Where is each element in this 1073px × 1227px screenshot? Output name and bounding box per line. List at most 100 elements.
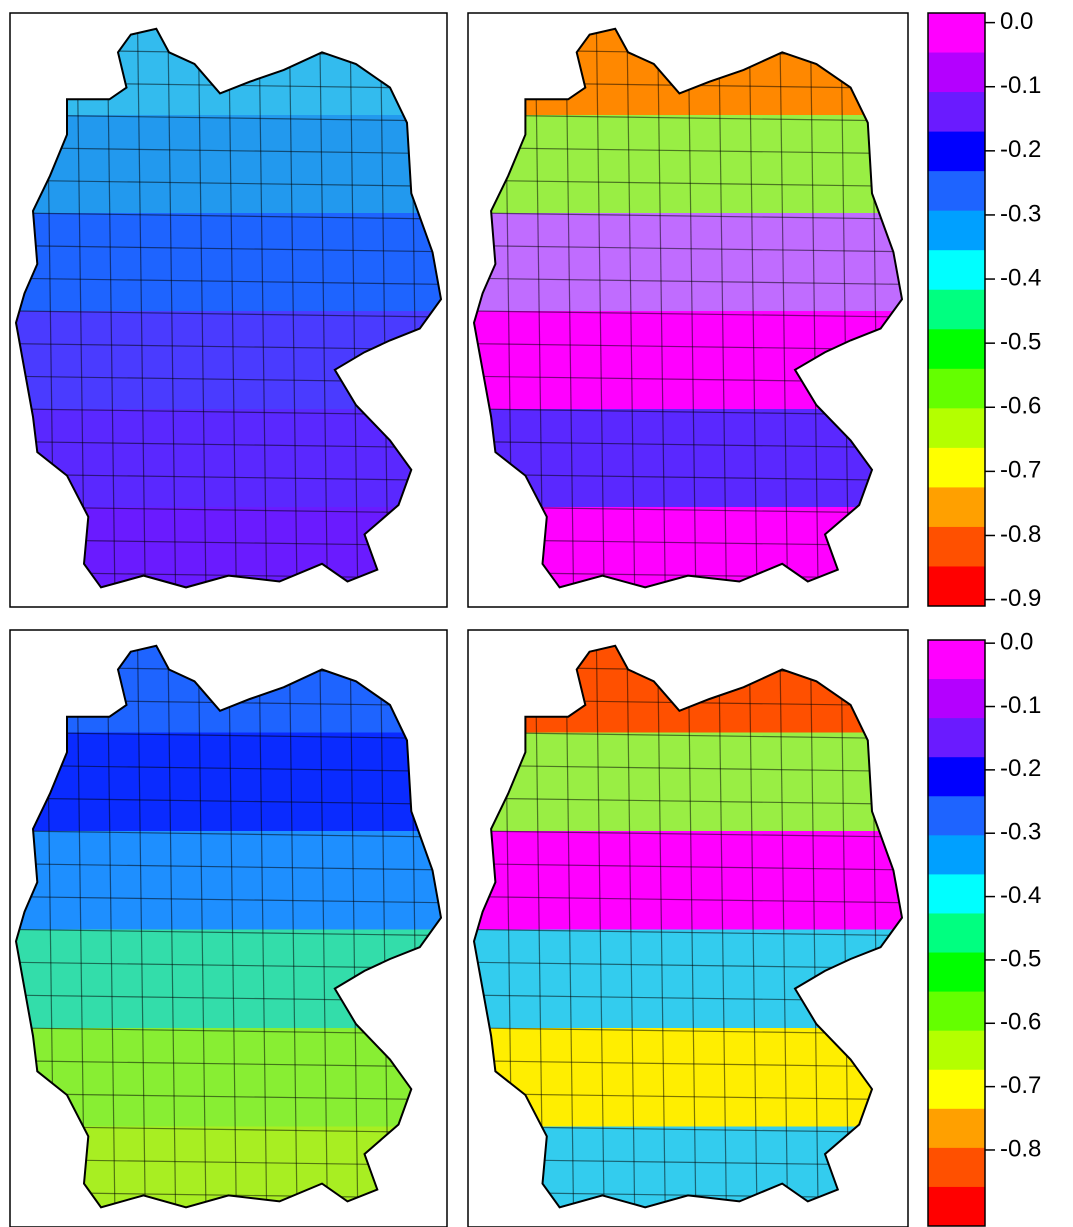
region-band — [474, 831, 902, 931]
colorbar-swatch — [928, 408, 985, 449]
country-outline — [14, 644, 443, 1209]
district-line — [106, 28, 116, 588]
region-band — [474, 507, 902, 588]
colorbar-swatch — [928, 874, 985, 914]
region-band — [16, 213, 441, 312]
district-line — [687, 645, 697, 1208]
district-line — [748, 645, 758, 1208]
district-line — [840, 28, 850, 588]
colorbar-swatch — [928, 329, 985, 370]
colorbar-swatch — [928, 835, 985, 875]
district-line — [840, 645, 850, 1208]
district-line — [687, 28, 697, 588]
district-line — [474, 245, 902, 253]
map — [16, 28, 441, 588]
district-line — [626, 645, 636, 1208]
tick-label: -0.7 — [1000, 457, 1041, 484]
district-line — [16, 506, 441, 514]
region-band — [474, 1028, 902, 1128]
colorbar-swatch — [928, 131, 985, 172]
country-outline — [472, 644, 904, 1209]
district-line — [474, 1093, 902, 1101]
district-line — [136, 28, 147, 588]
colorbar-swatch — [928, 13, 985, 54]
district-line — [16, 49, 441, 57]
tick-label: -0.1 — [1000, 692, 1041, 719]
colorbar-swatch — [928, 718, 985, 758]
district-line — [16, 1060, 441, 1068]
district-line — [474, 928, 902, 937]
district-line — [106, 645, 116, 1208]
district-line — [809, 645, 819, 1208]
district-line — [16, 310, 441, 318]
panel-frame — [467, 12, 909, 608]
district-line — [16, 147, 441, 155]
colorbar-swatch — [928, 1108, 985, 1149]
district-line — [16, 1093, 441, 1101]
district-line — [809, 28, 819, 588]
colorbar-swatch — [928, 368, 985, 409]
district-line — [16, 114, 441, 122]
tick-label: -0.7 — [1000, 1072, 1041, 1099]
district-line — [595, 28, 605, 588]
district-line — [258, 645, 268, 1208]
district-line — [474, 666, 902, 674]
colorbar-swatch — [928, 913, 985, 954]
district-line — [474, 310, 902, 318]
colorbar-swatch — [928, 1030, 985, 1071]
district-line — [167, 645, 177, 1208]
tick-label: -0.3 — [1000, 200, 1041, 227]
colorbar-swatch — [928, 92, 985, 133]
district-line — [227, 645, 238, 1208]
district-line — [474, 212, 902, 220]
district-line — [474, 797, 902, 805]
colorbar-swatch — [928, 566, 985, 607]
district-line — [197, 645, 207, 1208]
country-outline — [472, 27, 904, 589]
region-band — [16, 831, 441, 931]
colorbar-swatch — [928, 210, 985, 251]
district-line — [16, 731, 441, 740]
district-line — [656, 645, 667, 1208]
district-line — [565, 28, 575, 588]
tick-label: -0.4 — [1000, 882, 1041, 909]
tick-label: -0.4 — [1000, 264, 1041, 291]
district-line — [717, 28, 728, 588]
district-line — [474, 863, 902, 871]
country-outline — [14, 27, 443, 589]
tick-label: -0.5 — [1000, 329, 1041, 356]
panel-frame — [9, 12, 448, 608]
tick-label: 0.0 — [1000, 8, 1033, 35]
region-band — [474, 409, 902, 508]
tick-label: -0.2 — [1000, 136, 1041, 163]
region-band — [16, 311, 441, 410]
tick-label: -0.3 — [1000, 819, 1041, 846]
district-line — [474, 764, 902, 772]
region-band — [16, 929, 441, 1029]
tick-label: 0.0 — [1000, 629, 1033, 656]
district-line — [349, 28, 359, 588]
colorbar-swatch — [928, 679, 985, 719]
region-band — [474, 213, 902, 312]
district-line — [16, 764, 441, 772]
district-line — [474, 179, 902, 187]
district-line — [16, 179, 441, 187]
district-line — [474, 114, 902, 122]
district-line — [197, 28, 207, 588]
district-line — [16, 830, 441, 838]
colorbar-swatch — [928, 640, 985, 680]
district-line — [167, 28, 177, 588]
region-band — [474, 28, 902, 116]
district-line — [16, 896, 441, 904]
district-line — [779, 645, 789, 1208]
district-line — [16, 863, 441, 871]
region-band — [16, 409, 441, 508]
district-line — [16, 928, 441, 937]
district-line — [318, 28, 329, 588]
region-band — [16, 1126, 441, 1208]
tick-label: -0.6 — [1000, 1009, 1041, 1036]
region-band — [16, 732, 441, 832]
colorbar-swatch — [928, 952, 985, 993]
region-band — [474, 1126, 902, 1208]
district-line — [288, 28, 298, 588]
